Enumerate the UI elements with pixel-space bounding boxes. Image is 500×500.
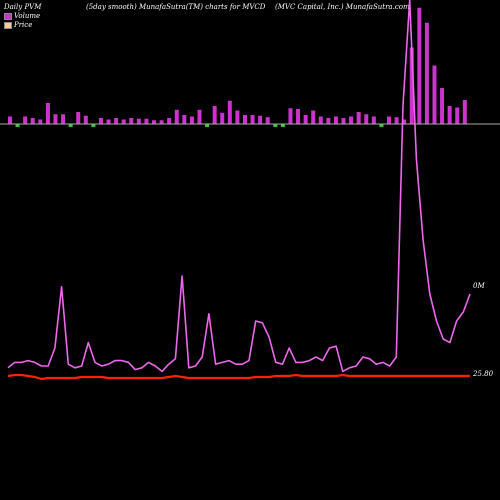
volume-bar (356, 112, 361, 124)
volume-bar (30, 118, 35, 124)
volume-bar (98, 118, 103, 124)
volume-bar (121, 119, 126, 124)
volume-bar (371, 116, 376, 124)
volume-bar (326, 118, 331, 124)
volume-bar-down (68, 124, 73, 127)
volume-bar (303, 115, 308, 124)
volume-bar (424, 22, 429, 124)
volume-bar (152, 120, 157, 124)
chart-title: (5day smooth) MunafaSutra(TM) charts for… (86, 3, 266, 11)
volume-bar (53, 114, 58, 124)
legend-volume: Volume (4, 12, 40, 20)
volume-bar (462, 100, 467, 124)
volume-bar (455, 107, 460, 124)
volume-bar (296, 109, 301, 124)
volume-bar (45, 103, 50, 124)
volume-bar (136, 118, 141, 124)
volume-bar-down (205, 124, 210, 127)
chart-type-label: Daily PVM (4, 3, 42, 11)
volume-bar (8, 116, 12, 124)
volume-bar (220, 112, 225, 124)
volume-bar (432, 65, 437, 124)
volume-axis-label: 0M (473, 282, 485, 290)
volume-bar (197, 109, 202, 124)
volume-line (7, 0, 471, 373)
price-line (7, 373, 470, 381)
price-swatch (4, 21, 12, 29)
volume-bar (265, 117, 270, 124)
volume-bar (182, 115, 187, 124)
volume-bar-down (273, 124, 278, 127)
volume-bar (242, 115, 247, 124)
legend-volume-label: Volume (14, 12, 41, 20)
volume-bar (129, 118, 134, 124)
volume-bar (447, 106, 452, 124)
volume-bar (106, 119, 111, 124)
volume-bar (440, 88, 445, 124)
volume-bar (174, 109, 179, 124)
volume-bar (159, 120, 164, 124)
volume-bar (235, 110, 240, 124)
volume-bar (387, 116, 391, 124)
volume-bar (38, 119, 43, 124)
price-axis-label: 25.80 (473, 370, 494, 378)
volume-bar (402, 119, 407, 124)
volume-bar (227, 100, 232, 124)
volume-bar-down (379, 124, 384, 127)
volume-bar (311, 110, 316, 124)
volume-bar-down (280, 124, 285, 127)
volume-bar (250, 115, 255, 124)
legend-price: Price (4, 21, 32, 29)
volume-bar (288, 108, 293, 124)
volume-bar (167, 118, 172, 124)
legend-price-label: Price (14, 21, 33, 29)
volume-bar (409, 47, 414, 124)
volume-bar (349, 116, 354, 124)
volume-bar (394, 117, 399, 124)
volume-bar (23, 116, 28, 124)
volume-bar (212, 106, 217, 124)
volume-bar (189, 116, 194, 124)
volume-bar-down (15, 124, 20, 127)
volume-bar (333, 116, 338, 124)
volume-bar (318, 116, 323, 124)
volume-bar (341, 118, 346, 124)
volume-bar (258, 115, 263, 124)
volume-bar-down (91, 124, 96, 127)
chart-source: (MVC Capital, Inc.) MunafaSutra.com (275, 3, 410, 11)
volume-bar (83, 115, 88, 124)
volume-bar (76, 112, 81, 124)
volume-swatch (4, 12, 12, 20)
volume-bar (364, 114, 369, 124)
volume-bar (417, 7, 422, 124)
volume-bar (144, 118, 149, 124)
volume-bar (114, 118, 119, 124)
volume-bar (61, 114, 66, 124)
